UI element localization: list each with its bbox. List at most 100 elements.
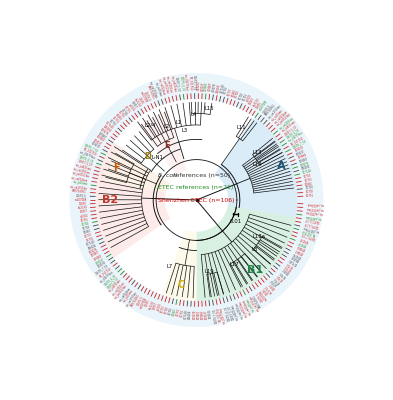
Text: E19030: E19030: [294, 146, 304, 153]
Text: E1770: E1770: [111, 116, 120, 124]
Text: bb2234: bb2234: [147, 300, 155, 310]
Text: 11679_5: 11679_5: [136, 295, 145, 306]
Text: E19060: E19060: [200, 310, 205, 319]
Text: D: D: [145, 152, 152, 161]
Text: 11679_4_33: 11679_4_33: [179, 76, 185, 92]
Text: E1701: E1701: [274, 276, 282, 284]
Text: 11679_7_53: 11679_7_53: [192, 75, 196, 90]
Text: esc_j04779aa: esc_j04779aa: [288, 130, 305, 143]
Text: L2: L2: [163, 124, 170, 129]
Text: E19076: E19076: [300, 161, 310, 168]
Text: L13: L13: [252, 150, 261, 156]
Polygon shape: [162, 230, 196, 301]
Text: js0001: js0001: [80, 214, 88, 218]
Text: L1: L1: [176, 120, 182, 125]
Text: E1701: E1701: [160, 304, 166, 313]
Text: L4: L4: [190, 112, 196, 118]
Text: esc_ca2051aa: esc_ca2051aa: [305, 210, 323, 215]
Text: ca207088: ca207088: [139, 91, 148, 104]
Text: esc_ca1755aa: esc_ca1755aa: [248, 295, 261, 312]
Text: E1702: E1702: [120, 108, 129, 116]
Text: esc_ca2051aa: esc_ca2051aa: [165, 76, 174, 94]
Text: 11655: 11655: [255, 101, 263, 110]
Text: esc_ca1755aa: esc_ca1755aa: [149, 80, 159, 98]
Text: E1770: E1770: [304, 178, 313, 183]
Text: 11655: 11655: [79, 202, 87, 206]
Text: E1710: E1710: [286, 260, 295, 268]
Text: esc_ca2051aa: esc_ca2051aa: [73, 167, 91, 175]
Text: NC_011750: NC_011750: [216, 307, 222, 322]
Text: E19037: E19037: [93, 138, 103, 146]
Polygon shape: [105, 150, 169, 193]
Text: 11655: 11655: [262, 286, 270, 295]
Text: 11679_5: 11679_5: [262, 103, 271, 114]
Text: 11655: 11655: [145, 298, 151, 307]
Text: E26005: E26005: [290, 254, 300, 262]
Text: 11657_5_57: 11657_5_57: [106, 276, 120, 289]
Text: E17140: E17140: [220, 83, 226, 94]
Text: E19067: E19067: [91, 250, 101, 258]
Text: E19060: E19060: [204, 81, 209, 91]
Text: NC_011750: NC_011750: [83, 147, 97, 157]
Text: esc_pa0513aa: esc_pa0513aa: [276, 112, 292, 128]
Text: E19076: E19076: [212, 82, 217, 92]
Text: L17: L17: [229, 262, 239, 268]
Text: E1703: E1703: [279, 270, 287, 278]
Text: E19030: E19030: [299, 236, 309, 243]
Text: E19030: E19030: [91, 142, 101, 150]
Text: E1703: E1703: [82, 225, 91, 231]
Text: E19076: E19076: [193, 310, 196, 319]
Text: E1703: E1703: [168, 306, 174, 315]
Text: js0001: js0001: [270, 278, 279, 287]
Text: 11679_4_33: 11679_4_33: [223, 305, 231, 321]
Text: 12857: 12857: [79, 210, 88, 214]
Text: 12857: 12857: [248, 96, 256, 105]
Text: 11679_7_53: 11679_7_53: [95, 264, 109, 276]
Text: E19067: E19067: [208, 82, 213, 92]
Text: E19076: E19076: [89, 247, 99, 254]
Text: E1701: E1701: [242, 93, 249, 102]
Text: E19076: E19076: [292, 250, 302, 258]
Text: E19037: E19037: [204, 309, 209, 319]
Text: esc_ca014saa: esc_ca014saa: [274, 110, 288, 124]
Text: E1701: E1701: [80, 217, 89, 223]
Text: esc_pa0513aa: esc_pa0513aa: [161, 76, 170, 95]
Text: E1710: E1710: [180, 308, 185, 317]
Text: E26005: E26005: [301, 165, 311, 172]
Text: E1702: E1702: [276, 272, 285, 281]
Polygon shape: [139, 111, 187, 175]
Text: esc_ja00saa: esc_ja00saa: [270, 108, 284, 122]
Text: E1702: E1702: [238, 91, 245, 100]
Text: esc_pa0513aa: esc_pa0513aa: [306, 206, 324, 211]
Text: bb2234: bb2234: [252, 97, 260, 108]
Text: esc_pa0513aa: esc_pa0513aa: [72, 171, 90, 179]
Text: ca207088: ca207088: [74, 198, 87, 202]
Text: 11657_5_57: 11657_5_57: [284, 124, 298, 136]
Text: ca207088: ca207088: [139, 296, 148, 309]
Text: E1880: E1880: [305, 182, 313, 186]
Text: E1710: E1710: [223, 86, 229, 95]
Text: js0001: js0001: [156, 303, 162, 312]
Text: E1703: E1703: [305, 186, 314, 190]
Text: ETEC references (n=21): ETEC references (n=21): [158, 185, 233, 190]
Text: 11679_7_53: 11679_7_53: [292, 139, 307, 150]
Text: B1: B1: [247, 265, 263, 275]
Text: E1702: E1702: [306, 190, 314, 194]
Text: esc_j04779aa: esc_j04779aa: [99, 270, 114, 284]
Text: 11679_5: 11679_5: [76, 194, 87, 198]
Text: esc_ca1755aa: esc_ca1755aa: [125, 290, 138, 308]
Text: esc_pa0513aa: esc_pa0513aa: [114, 284, 129, 300]
Text: esc_ja821saa: esc_ja821saa: [281, 120, 297, 134]
Text: L3: L3: [181, 128, 187, 133]
Text: esc_ja821saa: esc_ja821saa: [231, 303, 240, 320]
Text: NC_011750: NC_011750: [188, 76, 193, 90]
Text: E1880: E1880: [83, 229, 92, 235]
Text: esc_ja00saa: esc_ja00saa: [245, 296, 255, 312]
Text: L8: L8: [252, 247, 258, 252]
Text: 11657_5_57: 11657_5_57: [304, 217, 320, 224]
Text: bb2234: bb2234: [77, 206, 87, 210]
Text: E26005: E26005: [216, 83, 221, 93]
Text: NC_011750: NC_011750: [290, 136, 305, 146]
Text: 12857: 12857: [152, 302, 159, 310]
Text: 11657_5_57: 11657_5_57: [175, 76, 181, 92]
